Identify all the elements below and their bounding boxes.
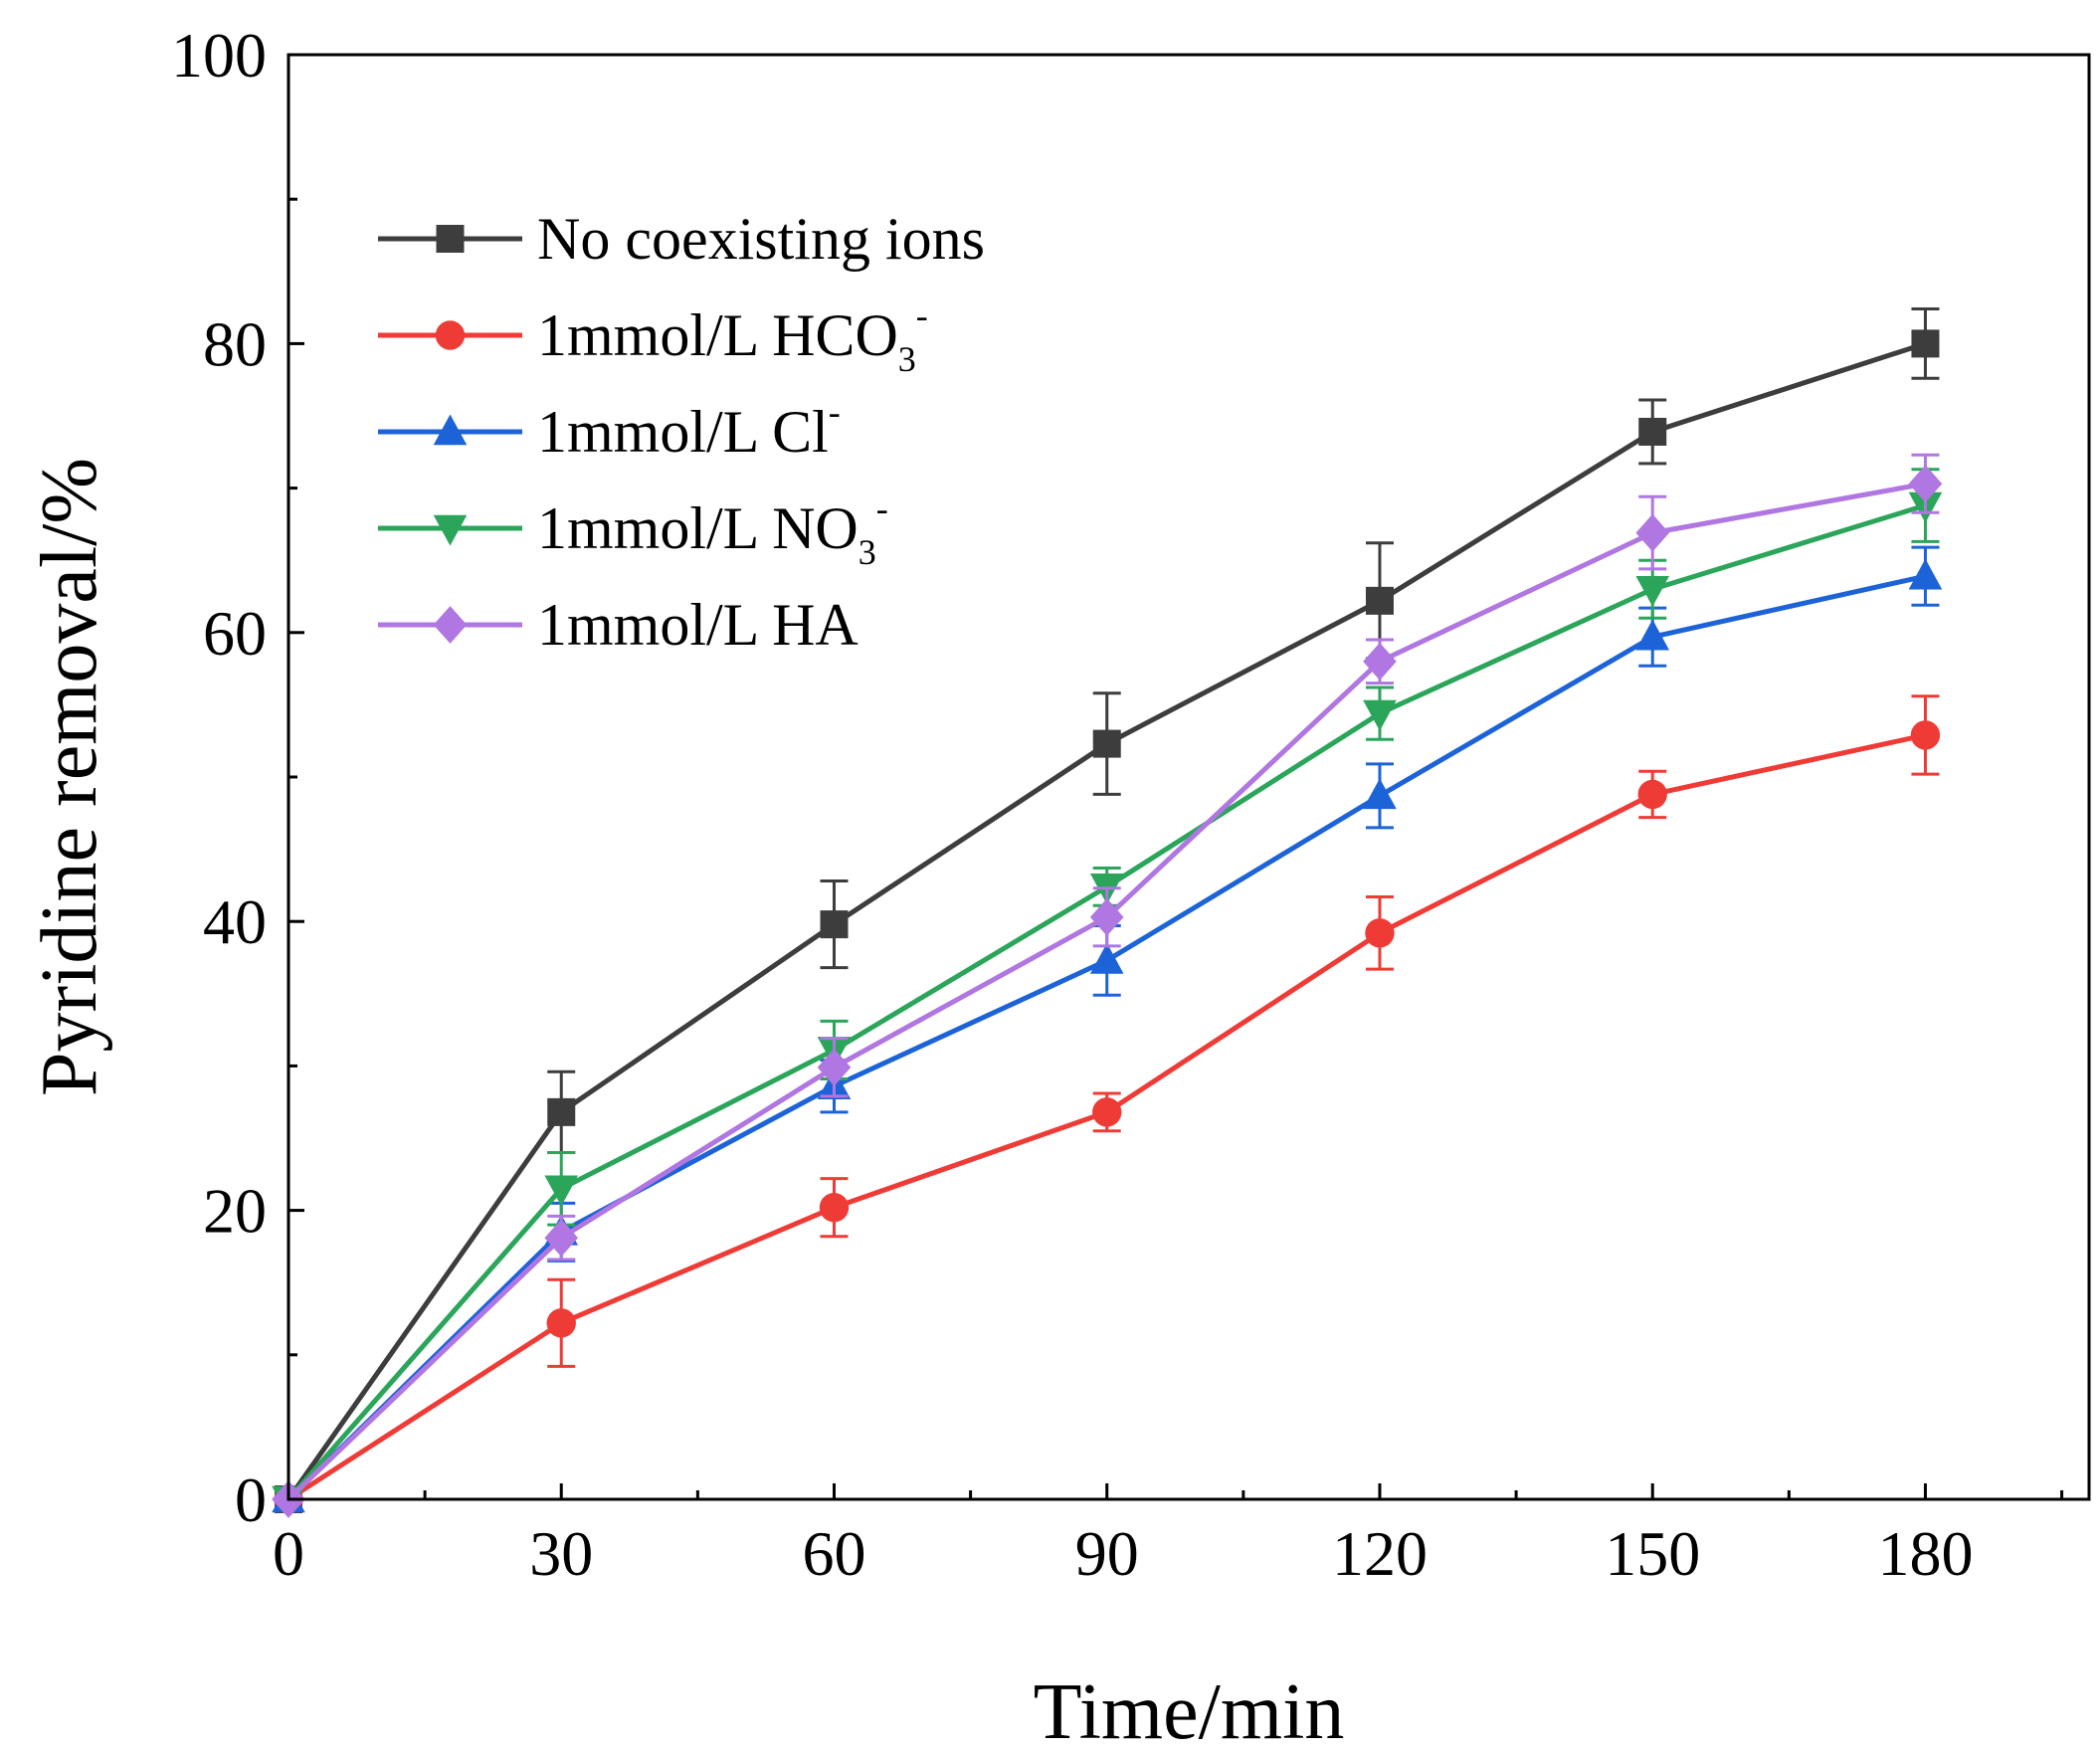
data-point xyxy=(1637,779,1667,810)
legend-label: 1mmol/L NO3- xyxy=(537,488,888,572)
y-tick-label: 60 xyxy=(203,598,267,669)
x-tick-label: 30 xyxy=(529,1518,593,1589)
data-point xyxy=(1363,778,1397,810)
series-line xyxy=(286,502,1927,1501)
x-axis-title: Time/min xyxy=(1034,1668,1345,1752)
data-point xyxy=(546,1308,576,1338)
data-point xyxy=(1908,465,1943,503)
x-tick-label: 150 xyxy=(1605,1518,1700,1589)
data-point xyxy=(1365,918,1395,948)
y-tick-label: 40 xyxy=(203,886,267,957)
legend-marker xyxy=(436,225,465,253)
data-point xyxy=(1089,897,1124,936)
data-point xyxy=(1638,417,1667,446)
y-tick-label: 100 xyxy=(171,20,267,91)
data-point xyxy=(544,1219,579,1258)
y-tick-label: 20 xyxy=(203,1176,267,1247)
legend-item: 1mmol/L HA xyxy=(378,592,859,658)
series-no-coexisting-ions xyxy=(275,307,1940,1513)
plot-frame xyxy=(286,53,2091,1501)
x-tick-label: 60 xyxy=(802,1518,865,1589)
x-tick-label: 180 xyxy=(1877,1518,1973,1589)
data-point xyxy=(1363,699,1397,731)
x-tick-label: 90 xyxy=(1075,1518,1139,1589)
legend-marker xyxy=(433,606,468,644)
data-point xyxy=(1363,642,1397,681)
data-series xyxy=(272,307,1943,1518)
data-point xyxy=(1911,329,1940,358)
series-1mmol-l-hco3- xyxy=(274,694,1941,1514)
legend-label: 1mmol/L Cl- xyxy=(537,392,841,465)
data-point xyxy=(547,1097,576,1126)
data-point xyxy=(819,1192,850,1223)
data-point xyxy=(1635,619,1670,651)
data-point xyxy=(820,910,849,939)
legend-label: No coexisting ions xyxy=(537,206,985,272)
legend-item: 1mmol/L HCO3- xyxy=(378,295,928,379)
legend-label: 1mmol/L HA xyxy=(537,592,859,658)
data-point xyxy=(1635,513,1670,552)
data-point xyxy=(1092,729,1121,758)
data-point xyxy=(817,1048,852,1086)
y-tick-label: 0 xyxy=(235,1464,267,1535)
data-point xyxy=(1910,720,1941,750)
y-axis-title: Pyridine removal/% xyxy=(26,458,113,1096)
data-point xyxy=(1092,1097,1122,1127)
data-point xyxy=(544,1175,579,1207)
legend: No coexisting ions 1mmol/L HCO3- 1mmol/L C… xyxy=(378,206,985,658)
data-point xyxy=(1089,942,1124,974)
legend-item: 1mmol/L NO3- xyxy=(378,488,888,572)
legend-marker xyxy=(435,320,466,350)
data-point xyxy=(1365,586,1394,615)
y-tick-label: 80 xyxy=(203,308,267,379)
legend-marker xyxy=(433,514,468,546)
x-tick-label: 120 xyxy=(1332,1518,1428,1589)
data-point xyxy=(1635,575,1670,607)
legend-marker xyxy=(433,414,468,446)
data-point xyxy=(1908,558,1943,590)
tick-labels: 0 30 60 90 120 150 180 0 20 40 60 80 100 xyxy=(171,20,1973,1589)
x-tick-label: 0 xyxy=(273,1518,304,1589)
legend-item: No coexisting ions xyxy=(378,206,985,272)
legend-item: 1mmol/L Cl- xyxy=(378,392,841,465)
legend-label: 1mmol/L HCO3- xyxy=(537,295,928,379)
